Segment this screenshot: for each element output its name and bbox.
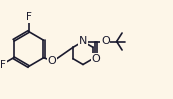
Text: O: O: [92, 53, 100, 63]
Text: O: O: [101, 37, 110, 47]
Text: F: F: [0, 60, 6, 70]
Text: F: F: [26, 12, 32, 22]
Text: N: N: [79, 37, 87, 47]
Text: O: O: [48, 56, 56, 66]
